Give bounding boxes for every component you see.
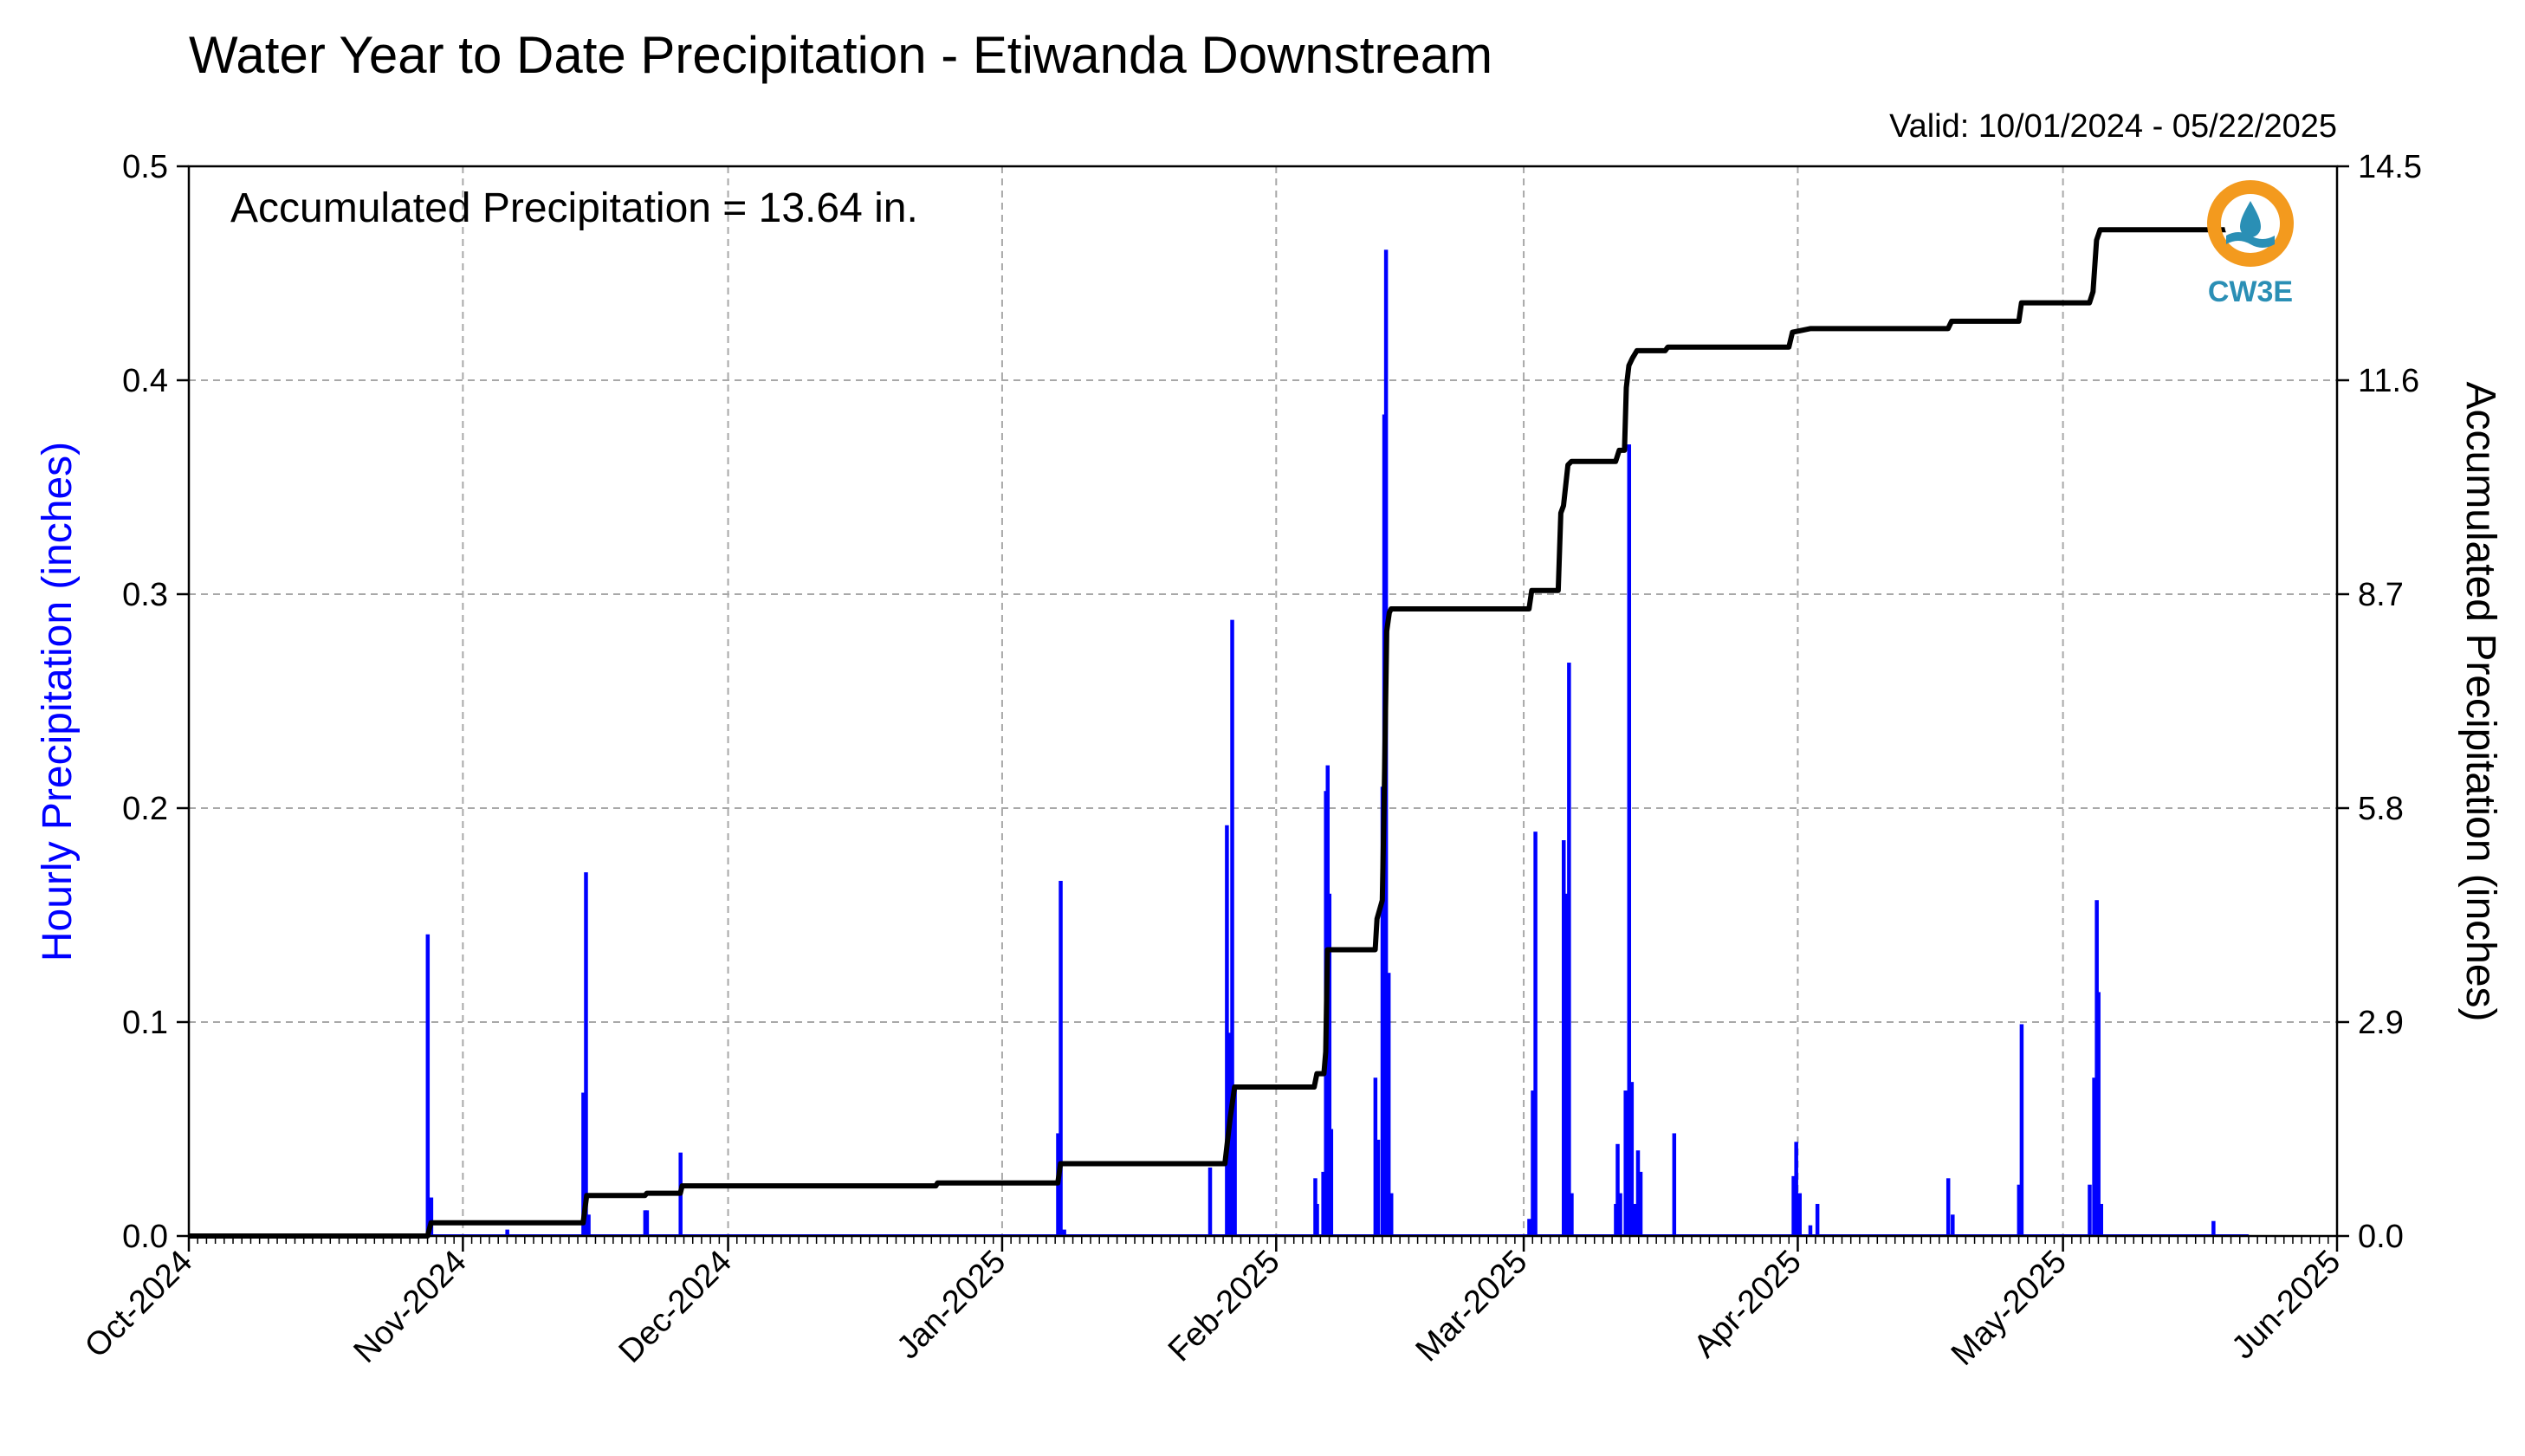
x-tick-label: Mar-2025 xyxy=(1409,1244,1535,1369)
left-axis-label: Hourly Precipitation (inches) xyxy=(35,442,81,961)
x-tick-label: Apr-2025 xyxy=(1687,1244,1809,1365)
x-tick-label: Dec-2024 xyxy=(612,1244,739,1370)
precip-bar xyxy=(1059,880,1063,1236)
left-tick-label: 0.0 xyxy=(122,1219,168,1255)
precip-bar xyxy=(2017,1184,2022,1236)
x-tick-label: Jun-2025 xyxy=(2225,1244,2348,1367)
precip-bar xyxy=(1561,840,1566,1236)
x-tick-label: Nov-2024 xyxy=(347,1244,474,1370)
precip-bar xyxy=(2211,1220,2216,1236)
hourly-bars xyxy=(189,249,2249,1237)
right-tick-label: 5.8 xyxy=(2358,791,2404,827)
precip-bar xyxy=(581,1092,586,1236)
precip-bar xyxy=(1794,1142,1798,1236)
precip-bar xyxy=(1615,1143,1620,1236)
left-tick-label: 0.2 xyxy=(122,791,168,827)
precip-bar xyxy=(1329,1129,1334,1236)
precip-bar xyxy=(1629,1082,1635,1236)
accumulated-annotation: Accumulated Precipitation = 13.64 in. xyxy=(230,185,918,231)
precip-bar xyxy=(1672,1133,1677,1236)
accumulated-line-group xyxy=(189,227,2249,1239)
logo-wave-icon xyxy=(2226,232,2275,248)
precip-bar xyxy=(2096,992,2101,1236)
precip-bar xyxy=(1062,1229,1066,1236)
x-tick-label: Feb-2025 xyxy=(1162,1244,1287,1369)
precip-bar xyxy=(584,872,588,1236)
right-tick-label: 11.6 xyxy=(2358,363,2419,399)
precip-bar xyxy=(1315,1203,1319,1236)
precip-bar xyxy=(1230,619,1234,1236)
precip-bar xyxy=(505,1229,509,1236)
grid-lines xyxy=(189,166,2337,1236)
accumulated-line xyxy=(189,227,2249,1239)
precip-bar xyxy=(1564,893,1569,1236)
precip-bar xyxy=(2088,1184,2092,1236)
precip-bar xyxy=(1527,1219,1531,1236)
precip-bar xyxy=(1389,1193,1394,1236)
precip-bar xyxy=(1618,1193,1622,1236)
precip-bar xyxy=(1567,663,1571,1236)
chart-subtitle: Valid: 10/01/2024 - 05/22/2025 xyxy=(1889,108,2337,145)
plot-frame xyxy=(187,165,2339,1238)
left-y-axis: 0.0 0.1 0.2 0.3 0.4 0.5 xyxy=(122,149,189,1255)
precip-bar xyxy=(586,1214,591,1236)
left-tick-label: 0.5 xyxy=(122,149,168,185)
x-axis: Oct-2024 Nov-2024 Dec-2024 Jan-2025 Feb-2025… xyxy=(78,1236,2347,1373)
precip-bar xyxy=(1623,1090,1628,1236)
precip-bar xyxy=(2099,1203,2104,1236)
precip-bar xyxy=(1207,1167,1213,1236)
precip-bar xyxy=(1533,832,1538,1236)
precip-bar xyxy=(1376,1139,1381,1236)
precip-bar xyxy=(1570,1193,1574,1236)
logo-text: CW3E xyxy=(2208,275,2293,308)
precip-bar xyxy=(1946,1178,1951,1236)
precip-bar xyxy=(1633,1203,1638,1236)
precip-bar xyxy=(1327,893,1332,1236)
precip-bar xyxy=(1797,1193,1802,1236)
x-tick-label: Oct-2024 xyxy=(78,1244,199,1365)
precip-bar xyxy=(1808,1225,1813,1236)
x-tick-label: May-2025 xyxy=(1945,1244,2074,1373)
precip-bar xyxy=(1815,1203,1820,1236)
precip-bar xyxy=(1635,1150,1641,1236)
precip-bar xyxy=(644,1210,650,1236)
chart-title: Water Year to Date Precipitation - Etiwa… xyxy=(189,26,1492,84)
precip-bar xyxy=(1638,1171,1643,1236)
right-tick-label: 14.5 xyxy=(2358,149,2422,185)
precip-bar xyxy=(1531,1090,1535,1236)
logo-ring-icon xyxy=(2207,180,2294,267)
left-tick-label: 0.4 xyxy=(122,363,168,399)
precip-bar xyxy=(1386,973,1391,1236)
precip-bar xyxy=(1233,1086,1237,1236)
cw3e-logo: CW3E xyxy=(2207,180,2294,308)
precip-bar xyxy=(429,1197,434,1236)
precip-bar xyxy=(1951,1214,1955,1236)
x-tick-label: Jan-2025 xyxy=(890,1244,1013,1367)
precip-bar xyxy=(2092,1077,2096,1236)
right-tick-label: 0.0 xyxy=(2358,1219,2404,1255)
precip-bar xyxy=(2019,1024,2024,1236)
right-y-axis: 0.0 2.9 5.8 8.7 11.6 14.5 xyxy=(2337,149,2422,1255)
right-tick-label: 2.9 xyxy=(2358,1005,2404,1041)
precip-bar xyxy=(1321,1171,1325,1236)
precip-bar xyxy=(1225,825,1229,1236)
precip-bar xyxy=(1373,1077,1378,1236)
left-tick-label: 0.3 xyxy=(122,577,168,613)
right-axis-label: Accumulated Precipitation (inches) xyxy=(2457,381,2503,1021)
left-tick-label: 0.1 xyxy=(122,1005,168,1041)
precip-bar xyxy=(425,934,431,1236)
logo-drop-icon xyxy=(2240,201,2261,237)
right-tick-label: 8.7 xyxy=(2358,577,2404,613)
precip-bar xyxy=(1627,444,1632,1236)
precip-bar xyxy=(1791,1175,1796,1236)
